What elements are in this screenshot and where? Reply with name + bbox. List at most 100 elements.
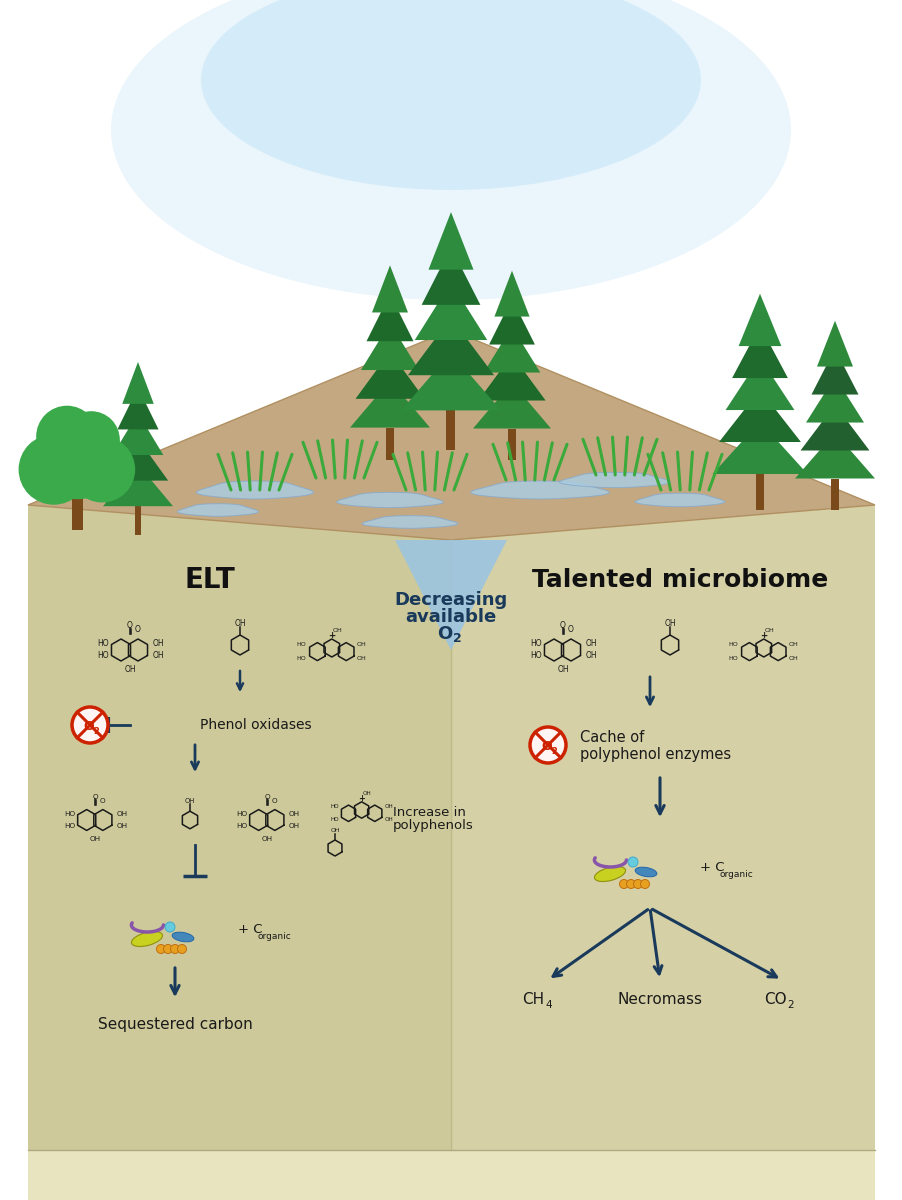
Ellipse shape — [201, 0, 700, 190]
Text: OH: OH — [664, 618, 675, 628]
Text: HO: HO — [97, 652, 109, 660]
Circle shape — [163, 944, 172, 954]
Text: OH: OH — [332, 628, 342, 632]
Polygon shape — [72, 497, 83, 530]
Polygon shape — [489, 299, 534, 344]
Text: +: + — [759, 631, 767, 640]
Polygon shape — [361, 323, 419, 370]
Text: Phenol oxidases: Phenol oxidases — [199, 718, 311, 732]
Text: available: available — [405, 608, 496, 626]
Text: CH: CH — [521, 992, 544, 1008]
Text: OH: OH — [262, 836, 272, 842]
Polygon shape — [350, 380, 429, 427]
Ellipse shape — [172, 932, 194, 942]
Text: OH: OH — [763, 628, 773, 632]
Text: HO: HO — [529, 652, 541, 660]
Text: OH: OH — [152, 640, 164, 648]
Text: HO: HO — [97, 640, 109, 648]
Polygon shape — [450, 505, 874, 1150]
Polygon shape — [470, 481, 609, 499]
Text: OH: OH — [185, 798, 195, 804]
Polygon shape — [178, 504, 258, 516]
Polygon shape — [386, 427, 393, 460]
Polygon shape — [28, 1150, 874, 1200]
Polygon shape — [196, 481, 313, 499]
Text: + C: + C — [699, 862, 723, 875]
Text: 2: 2 — [93, 726, 99, 736]
Polygon shape — [508, 428, 515, 460]
Text: HO: HO — [330, 804, 338, 809]
Polygon shape — [28, 505, 450, 1150]
Text: HO: HO — [728, 642, 738, 647]
Polygon shape — [725, 358, 794, 410]
Circle shape — [165, 922, 175, 932]
Polygon shape — [738, 294, 780, 346]
Text: HO: HO — [728, 656, 738, 661]
Text: HO: HO — [529, 640, 541, 648]
Polygon shape — [113, 413, 163, 455]
Text: OH: OH — [89, 836, 101, 842]
Text: OH: OH — [124, 666, 135, 674]
Text: polyphenol enzymes: polyphenol enzymes — [579, 746, 731, 762]
Text: OH: OH — [788, 642, 798, 647]
Text: OH: OH — [356, 656, 366, 661]
Circle shape — [34, 412, 122, 499]
Text: O: O — [272, 798, 277, 804]
Text: O: O — [567, 625, 574, 635]
Polygon shape — [414, 282, 487, 340]
Text: O: O — [437, 625, 452, 643]
Text: 2: 2 — [452, 631, 461, 644]
Polygon shape — [394, 540, 506, 650]
Polygon shape — [372, 265, 408, 312]
Polygon shape — [107, 439, 168, 481]
Ellipse shape — [594, 866, 625, 882]
Text: + C: + C — [238, 924, 262, 936]
Text: Sequestered carbon: Sequestered carbon — [97, 1018, 252, 1032]
Polygon shape — [446, 410, 455, 450]
Text: 4: 4 — [545, 1000, 552, 1010]
Ellipse shape — [132, 931, 162, 947]
Polygon shape — [428, 212, 473, 270]
Circle shape — [619, 880, 628, 888]
Polygon shape — [28, 330, 874, 540]
Polygon shape — [794, 433, 874, 479]
Text: OH: OH — [585, 640, 597, 648]
Text: Talented microbiome: Talented microbiome — [531, 568, 827, 592]
Text: Increase in: Increase in — [392, 805, 465, 818]
Polygon shape — [799, 404, 869, 450]
Circle shape — [640, 880, 649, 888]
Text: O: O — [541, 739, 552, 752]
Text: OH: OH — [152, 652, 164, 660]
Text: HO: HO — [236, 811, 247, 817]
Polygon shape — [117, 388, 159, 430]
Polygon shape — [355, 352, 424, 398]
Text: OH: OH — [289, 811, 299, 817]
Circle shape — [156, 944, 165, 954]
Text: Decreasing: Decreasing — [394, 590, 507, 608]
Polygon shape — [336, 492, 443, 508]
Ellipse shape — [111, 0, 790, 300]
Text: HO: HO — [236, 823, 247, 829]
Text: OH: OH — [362, 791, 371, 796]
Text: OH: OH — [117, 823, 128, 829]
Circle shape — [170, 944, 179, 954]
Text: +: + — [358, 794, 364, 803]
Text: OH: OH — [289, 823, 299, 829]
Text: polyphenols: polyphenols — [392, 820, 474, 833]
Text: OH: OH — [384, 817, 392, 822]
Circle shape — [62, 412, 120, 468]
Circle shape — [19, 434, 89, 505]
Text: OH: OH — [585, 652, 597, 660]
Text: O: O — [135, 625, 141, 635]
Text: organic: organic — [719, 870, 753, 880]
Circle shape — [72, 707, 108, 743]
Polygon shape — [634, 493, 724, 506]
Polygon shape — [408, 318, 493, 376]
Polygon shape — [483, 326, 539, 372]
Polygon shape — [134, 506, 141, 535]
Text: OH: OH — [330, 828, 339, 833]
Text: HO: HO — [64, 823, 75, 829]
Text: organic: organic — [258, 932, 291, 942]
Circle shape — [178, 944, 187, 954]
Polygon shape — [755, 474, 763, 510]
